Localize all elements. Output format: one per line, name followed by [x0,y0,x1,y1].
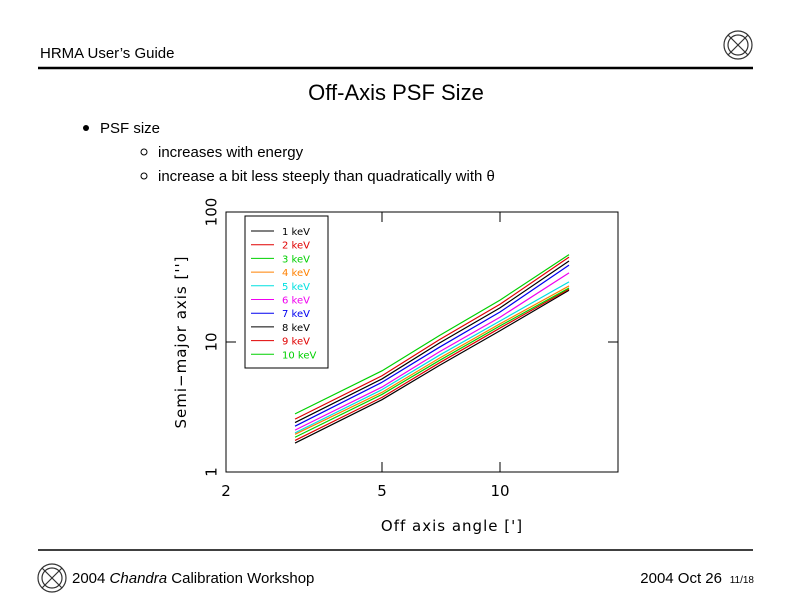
legend-label: 7 keV [282,309,310,320]
bullet: PSF size [100,120,160,137]
footer-page: 11/18 [730,575,755,586]
x-tick-label: 2 [221,482,231,500]
legend-label: 8 keV [282,323,310,334]
legend-label: 1 keV [282,227,310,238]
series-line [294,288,570,441]
series-line [294,272,570,431]
footer-event-name: Calibration Workshop [171,570,314,587]
series-line [294,289,570,444]
legend-label: 5 keV [282,282,310,293]
series-line [294,256,570,420]
sub-bullet: increase a bit less steeply than quadrat… [158,168,495,185]
logo [37,563,67,593]
footer-program: Chandra [110,570,168,587]
series-line [294,254,570,415]
footer-event: 2004 Chandra Calibration Workshop [72,570,314,587]
logo [723,30,753,60]
series-line [294,281,570,434]
x-tick-label: 10 [490,482,509,500]
sub-bullet-dot [140,148,148,156]
x-axis-label: Off axis angle ['] [381,517,523,535]
legend-label: 6 keV [282,296,310,307]
header-title: HRMA User’s Guide [40,45,175,62]
series-line [294,285,570,435]
slide-title: Off-Axis PSF Size [308,80,484,105]
legend-box [244,215,329,369]
sub-bullet: increases with energy [158,144,304,161]
legend-label: 3 keV [282,254,310,265]
series-line [294,264,570,427]
footer-year: 2004 [72,570,105,587]
x-tick-label: 5 [377,482,387,500]
y-tick-label: 100 [203,198,221,227]
series-line [294,287,570,438]
legend-label: 4 keV [282,268,310,279]
legend-label: 9 keV [282,337,310,348]
y-tick-label: 1 [203,467,221,477]
chart: 2 5 10 1 10 100 Off axis angle ['] Semi−major a… [172,198,619,535]
legend-label: 2 keV [282,241,310,252]
sub-bullet-dot [140,172,148,180]
y-tick-label: 10 [203,332,221,351]
bullet-dot [83,125,89,131]
footer-date: 2004 Oct 26 [640,570,722,587]
y-axis-label: Semi−major axis [''] [172,256,190,429]
series-line [294,260,570,424]
legend-label: 10 keV [282,350,316,361]
